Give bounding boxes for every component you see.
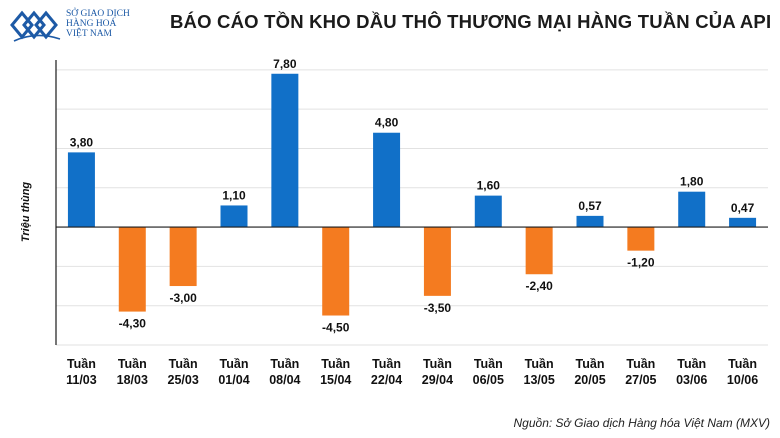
x-tick-label-week: Tuần (321, 357, 350, 371)
mxv-logo-icon (10, 10, 61, 42)
data-label: 1,60 (477, 179, 501, 193)
x-tick-label-date: 20/05 (574, 373, 605, 387)
bar-22-04 (373, 132, 401, 228)
logo-line-3: VIỆT NAM (66, 29, 113, 39)
x-tick-label-week: Tuần (474, 357, 503, 371)
bar-10-06 (729, 217, 757, 228)
x-tick-label-date: 22/04 (371, 373, 402, 387)
data-label: 7,80 (273, 57, 297, 71)
x-tick-label-date: 10/06 (727, 373, 758, 387)
bar-11-03 (67, 152, 95, 228)
data-label: 1,80 (680, 175, 704, 189)
x-tick-label-week: Tuần (626, 357, 655, 371)
x-tick-label-date: 11/03 (66, 373, 97, 387)
data-label: -3,50 (424, 301, 452, 315)
bar-08-04 (271, 73, 299, 228)
bar-03-06 (678, 191, 706, 228)
bar-18-03 (118, 227, 146, 312)
x-tick-label-date: 13/05 (524, 373, 555, 387)
x-tick-label-week: Tuần (220, 357, 249, 371)
data-label: 3,80 (70, 135, 94, 149)
bar-15-04 (322, 227, 350, 316)
data-label: -3,00 (169, 291, 197, 305)
x-tick-label-date: 29/04 (422, 373, 453, 387)
bar-06-05 (474, 195, 502, 228)
data-label: 4,80 (375, 116, 399, 130)
logo-line-2: HÀNG HOÁ (66, 19, 117, 29)
mxv-logo-text: SỞ GIAO DỊCH HÀNG HOÁ VIỆT NAM (66, 9, 130, 39)
data-label: 0,47 (731, 201, 755, 215)
data-label: -2,40 (525, 279, 553, 293)
x-tick-label-week: Tuần (67, 357, 96, 371)
x-tick-label-week: Tuần (423, 357, 452, 371)
x-tick-label-date: 25/03 (168, 373, 199, 387)
x-tick-label-date: 15/04 (320, 373, 351, 387)
x-tick-label-week: Tuần (270, 357, 299, 371)
x-tick-label-date: 18/03 (117, 373, 148, 387)
source-note: Nguồn: Sở Giao dịch Hàng hóa Việt Nam (M… (513, 416, 771, 430)
x-tick-label-date: 06/05 (473, 373, 504, 387)
x-tick-label-week: Tuần (372, 357, 401, 371)
data-label: 1,10 (222, 188, 246, 202)
x-tick-label-date: 03/06 (676, 373, 707, 387)
bar-29-04 (423, 227, 451, 296)
x-tick-label-date: 01/04 (218, 373, 249, 387)
bar-13-05 (525, 227, 553, 275)
x-tick-label-week: Tuần (677, 357, 706, 371)
x-tick-label-week: Tuần (169, 357, 198, 371)
bar-20-05 (576, 215, 604, 228)
bar-27-05 (627, 227, 655, 251)
mxv-logo: SỞ GIAO DỊCH HÀNG HOÁ VIỆT NAM (8, 5, 183, 47)
x-tick-label-week: Tuần (576, 357, 605, 371)
logo-line-1: SỞ GIAO DỊCH (66, 9, 130, 19)
x-tick-label-date: 08/04 (269, 373, 300, 387)
data-label: -4,50 (322, 321, 350, 335)
x-tick-label-week: Tuần (525, 357, 554, 371)
bar-25-03 (169, 227, 197, 287)
x-tick-label-week: Tuần (728, 357, 757, 371)
bar-01-04 (220, 205, 248, 228)
chart-title: BÁO CÁO TỒN KHO DẦU THÔ THƯƠNG MẠI HÀNG … (170, 11, 772, 32)
x-tick-label-week: Tuần (118, 357, 147, 371)
data-label: -1,20 (627, 256, 655, 270)
data-label: 0,57 (578, 199, 602, 213)
data-label: -4,30 (119, 317, 147, 331)
x-tick-label-date: 27/05 (625, 373, 656, 387)
